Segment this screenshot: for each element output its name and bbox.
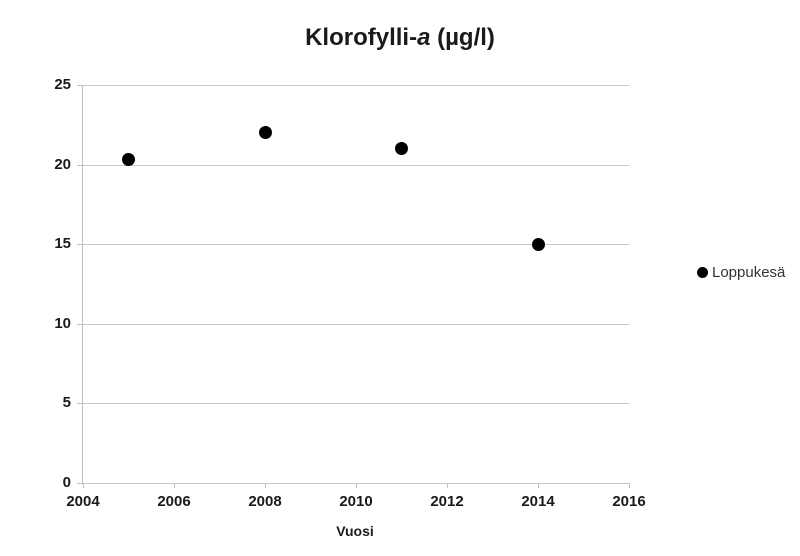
gridline-y-10 xyxy=(83,323,629,325)
legend-label: Loppukesä xyxy=(712,264,786,281)
x-tick-mark-2012 xyxy=(447,483,448,488)
data-point-2014 xyxy=(531,237,545,251)
y-tick-mark-5 xyxy=(77,403,83,405)
y-tick-label-5: 5 xyxy=(62,394,71,412)
y-tick-mark-25 xyxy=(77,85,83,86)
x-tick-mark-2016 xyxy=(629,483,630,488)
x-axis-title: Vuosi xyxy=(336,523,374,539)
x-tick-mark-2008 xyxy=(265,483,266,488)
y-tick-label-20: 20 xyxy=(54,155,71,173)
y-tick-label-0: 0 xyxy=(62,474,71,491)
y-tick-label-10: 10 xyxy=(54,314,71,332)
x-tick-mark-2004 xyxy=(83,483,84,488)
x-tick-label-2008: 2008 xyxy=(248,493,282,510)
x-tick-mark-2010 xyxy=(356,483,357,488)
chart-title-prefix: Klorofylli- xyxy=(305,24,418,51)
gridline-y-25 xyxy=(83,85,629,86)
data-point-2011 xyxy=(395,142,408,156)
x-tick-label-2014: 2014 xyxy=(521,493,555,510)
x-tick-mark-2014 xyxy=(538,483,539,488)
y-tick-label-15: 15 xyxy=(54,235,71,253)
chart-title-italic-a: a xyxy=(417,24,431,51)
y-tick-mark-20 xyxy=(77,164,83,166)
y-tick-mark-10 xyxy=(77,323,83,325)
gridline-y-15 xyxy=(83,244,629,246)
x-tick-label-2010: 2010 xyxy=(339,493,373,510)
legend: Loppukesä xyxy=(697,264,785,281)
x-tick-mark-2006 xyxy=(174,483,175,488)
gridline-y-5 xyxy=(83,403,629,405)
gridline-y-20 xyxy=(83,164,629,166)
legend-circle-icon xyxy=(697,267,708,278)
plot-area: 0 5 10 15 20 25 2004 2006 2008 2010 2012 2014 2016 xyxy=(54,76,645,510)
x-tick-label-2006: 2006 xyxy=(157,493,191,510)
x-tick-label-2012: 2012 xyxy=(430,493,464,510)
y-tick-label-25: 25 xyxy=(54,76,71,93)
y-tick-mark-15 xyxy=(77,244,83,246)
y-tick-mark-0 xyxy=(77,483,83,484)
x-tick-label-2004: 2004 xyxy=(66,493,100,510)
data-point-2008 xyxy=(258,126,272,140)
chart-title-suffix: (µg/l) xyxy=(430,24,495,51)
x-tick-label-2016: 2016 xyxy=(612,493,646,510)
chart-title: Klorofylli-a (µg/l) xyxy=(0,24,800,52)
data-point-2005 xyxy=(122,153,135,167)
